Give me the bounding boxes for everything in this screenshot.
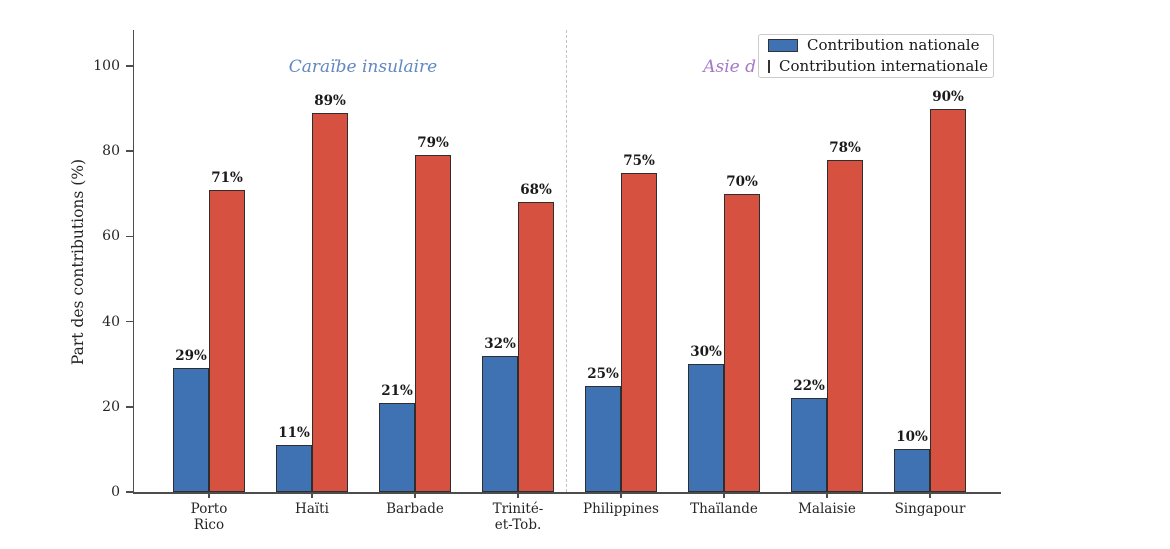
- legend-item-nationale: Contribution nationale: [768, 37, 984, 54]
- y-tick-mark: [126, 150, 133, 152]
- bar-value-label: 70%: [726, 173, 758, 190]
- bar-value-label: 25%: [587, 365, 619, 382]
- bar-value-label: 89%: [314, 92, 346, 109]
- y-tick-mark: [126, 235, 133, 238]
- x-tick-label: Barbade: [386, 501, 444, 517]
- y-tick-mark: [126, 406, 133, 408]
- bar: [379, 402, 415, 492]
- bar: [724, 193, 760, 492]
- bar-value-label: 22%: [793, 378, 825, 395]
- x-tick-mark: [517, 492, 519, 498]
- bar-value-label: 71%: [211, 169, 243, 186]
- x-tick-mark: [311, 492, 313, 498]
- x-tick-mark: [826, 492, 828, 498]
- x-tick-mark: [929, 492, 931, 498]
- x-tick-label: Trinité- et-Tob.: [492, 501, 544, 533]
- bar-value-label: 90%: [932, 88, 964, 105]
- bar-value-label: 78%: [829, 139, 861, 156]
- bar: [518, 202, 554, 492]
- y-tick-mark: [126, 320, 133, 323]
- bar: [585, 385, 621, 492]
- legend-label-nationale: Contribution nationale: [807, 36, 980, 54]
- x-tick-label: Philippines: [583, 501, 659, 517]
- y-tick-mark: [126, 491, 133, 493]
- bar-value-label: 30%: [690, 344, 722, 361]
- x-tick-mark: [723, 492, 725, 498]
- bar: [209, 189, 245, 492]
- x-tick-label: Haïti: [295, 501, 329, 517]
- bar: [688, 364, 724, 492]
- y-tick-mark: [126, 65, 133, 67]
- bar: [276, 445, 312, 492]
- y-tick-label: 40: [102, 313, 120, 330]
- legend-swatch-internationale: [768, 60, 770, 73]
- legend: Contribution nationale Contribution inte…: [758, 34, 994, 78]
- y-tick-label: 0: [111, 484, 120, 500]
- bar-value-label: 75%: [623, 152, 655, 169]
- y-tick-label: 80: [102, 143, 120, 160]
- y-tick-label: 100: [93, 58, 120, 74]
- group-label-caraibe: Caraïbe insulaire: [288, 57, 438, 77]
- x-axis-line: [132, 492, 1001, 494]
- bar-value-label: 68%: [520, 182, 552, 199]
- legend-swatch-nationale: [768, 39, 798, 52]
- bar: [415, 155, 451, 492]
- bar: [173, 368, 209, 492]
- bar-value-label: 11%: [278, 425, 310, 442]
- bar: [827, 159, 863, 492]
- x-tick-mark: [208, 492, 210, 498]
- x-tick-label: Thaïlande: [690, 501, 758, 517]
- group-label-asie: Asie d: [703, 57, 756, 77]
- bar-value-label: 29%: [175, 348, 207, 365]
- y-tick-label: 60: [102, 228, 120, 245]
- bar: [621, 172, 657, 492]
- y-axis-line: [132, 30, 134, 492]
- x-tick-mark: [620, 492, 622, 498]
- bar: [894, 449, 930, 492]
- x-tick-label: Malaisie: [798, 501, 856, 517]
- x-tick-label: Singapour: [894, 501, 966, 517]
- bar-value-label: 10%: [896, 429, 928, 446]
- bar: [312, 112, 348, 492]
- bar-value-label: 32%: [484, 335, 516, 352]
- bar: [482, 355, 518, 492]
- x-tick-label: Porto Rico: [190, 501, 228, 533]
- legend-label-internationale: Contribution internationale: [779, 57, 988, 75]
- legend-item-internationale: Contribution internationale: [768, 58, 988, 75]
- y-tick-label: 20: [102, 398, 120, 415]
- x-tick-mark: [414, 492, 416, 498]
- bar-value-label: 21%: [381, 382, 413, 399]
- bar-value-label: 79%: [417, 135, 449, 152]
- group-divider-line: [566, 30, 567, 492]
- bar: [930, 108, 966, 492]
- bar: [791, 398, 827, 492]
- y-axis-title: Part des contributions (%): [69, 158, 87, 366]
